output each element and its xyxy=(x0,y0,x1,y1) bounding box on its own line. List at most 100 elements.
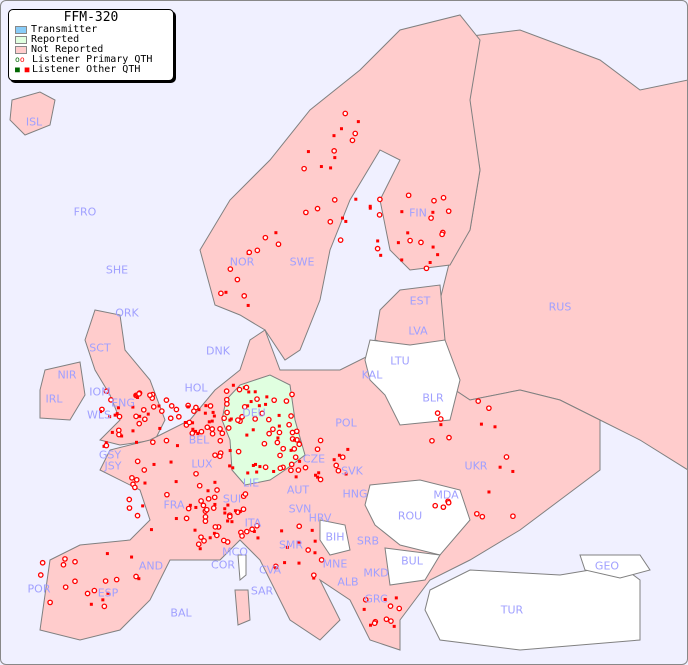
country-label-est: EST xyxy=(409,294,431,308)
listener-primary-marker xyxy=(226,513,233,520)
listener-other-marker xyxy=(207,420,211,424)
listener-primary-marker xyxy=(337,237,344,243)
listener-primary-marker xyxy=(486,405,492,412)
country-label-ita: ITA xyxy=(244,516,262,530)
listener-primary-marker xyxy=(293,428,300,435)
country-label-bel: BEL xyxy=(188,433,210,447)
listener-other-marker xyxy=(175,444,179,448)
listener-other-marker xyxy=(376,239,380,243)
listener-other-marker xyxy=(246,303,250,307)
country-label-swe: SWE xyxy=(289,255,315,269)
listener-other-marker xyxy=(231,466,235,470)
listener-primary-marker xyxy=(213,532,220,539)
listener-primary-marker xyxy=(283,398,290,404)
listener-primary-marker xyxy=(240,506,247,513)
country-label-irl: IRL xyxy=(45,392,63,406)
listener-primary-marker xyxy=(225,425,232,431)
country-label-deu: DEU xyxy=(242,406,266,420)
land-tur xyxy=(424,564,641,651)
legend-title: FFM-320 xyxy=(63,10,119,25)
listener-primary-marker xyxy=(239,533,245,539)
listener-primary-marker xyxy=(200,502,207,509)
listener-primary-marker xyxy=(339,454,346,461)
country-label-she: SHE xyxy=(105,263,129,277)
listener-other-marker xyxy=(294,475,298,479)
listener-other-marker xyxy=(392,624,396,628)
listener-primary-marker xyxy=(259,410,266,417)
listener-other-marker xyxy=(247,390,251,394)
listener-primary-marker xyxy=(327,218,334,225)
listener-other-marker xyxy=(256,536,260,540)
country-label-and: AND xyxy=(138,559,164,573)
listener-primary-marker xyxy=(275,241,282,248)
listener-other-marker xyxy=(212,414,216,418)
country-label-kal: KAL xyxy=(361,368,383,382)
listener-other-marker xyxy=(339,127,343,131)
country-label-mco: MCO xyxy=(222,545,248,559)
listener-primary-marker xyxy=(212,524,219,530)
listener-primary-marker xyxy=(331,196,338,203)
listener-other-marker xyxy=(276,436,280,440)
country-label-nir: NIR xyxy=(57,368,77,382)
country-label-sct: SCT xyxy=(89,341,111,355)
listener-other-marker xyxy=(428,261,432,265)
listener-primary-marker xyxy=(239,413,245,420)
listener-primary-marker xyxy=(437,416,444,422)
listener-primary-marker xyxy=(277,452,283,459)
listener-primary-marker xyxy=(405,192,412,199)
listener-other-marker xyxy=(297,540,301,544)
listener-primary-marker xyxy=(217,425,223,432)
country-label-fro: FRO xyxy=(73,205,97,219)
listener-other-marker xyxy=(354,197,358,201)
country-label-hng: HNG xyxy=(342,487,368,501)
land-continent xyxy=(39,329,601,651)
listener-primary-marker xyxy=(224,401,230,407)
listener-primary-marker xyxy=(103,388,110,395)
country-label-aut: AUT xyxy=(286,483,310,497)
listener-primary-marker xyxy=(136,420,143,427)
listener-primary-marker xyxy=(445,208,452,215)
listener-other-marker xyxy=(255,470,259,474)
listener-primary-marker xyxy=(342,110,349,117)
listener-primary-marker xyxy=(134,512,141,519)
listener-other-marker xyxy=(223,507,227,511)
listener-other-marker xyxy=(306,150,310,154)
listener-primary-marker xyxy=(429,437,435,444)
listener-primary-marker xyxy=(241,403,248,410)
listener-primary-marker xyxy=(387,603,394,610)
listener-primary-marker xyxy=(317,476,324,483)
listener-primary-marker xyxy=(286,421,292,428)
listener-other-marker xyxy=(383,597,387,601)
listener-other-marker xyxy=(283,561,287,565)
listener-primary-marker xyxy=(164,491,170,498)
listener-primary-marker xyxy=(132,484,138,491)
listener-other-marker xyxy=(253,390,257,394)
listener-other-marker xyxy=(130,555,134,559)
listener-primary-marker xyxy=(147,392,153,399)
listener-primary-marker xyxy=(203,506,210,513)
listener-primary-marker xyxy=(167,415,174,422)
listener-other-marker xyxy=(332,134,336,138)
country-label-jsy: JSY xyxy=(104,459,122,473)
listener-other-marker xyxy=(196,432,200,436)
listener-other-marker xyxy=(210,419,214,423)
listener-primary-marker xyxy=(246,249,253,256)
listener-other-marker xyxy=(436,253,440,257)
country-label-fin: FIN xyxy=(409,206,427,220)
listener-primary-marker xyxy=(475,398,482,404)
listener-other-marker xyxy=(211,410,215,414)
listener-primary-marker xyxy=(129,474,135,481)
listener-other-marker xyxy=(174,517,178,521)
listener-other-marker xyxy=(183,420,187,424)
country-label-tur: TUR xyxy=(500,603,524,617)
listener-other-marker xyxy=(146,412,150,416)
country-label-ork: ORK xyxy=(115,306,139,320)
listener-primary-marker xyxy=(133,476,140,483)
listener-other-marker xyxy=(143,481,147,485)
listener-primary-marker xyxy=(292,454,299,461)
listener-primary-marker xyxy=(116,413,123,420)
country-label-pol: POL xyxy=(335,416,357,430)
listener-other-marker xyxy=(487,490,491,494)
listener-other-marker xyxy=(368,204,372,208)
